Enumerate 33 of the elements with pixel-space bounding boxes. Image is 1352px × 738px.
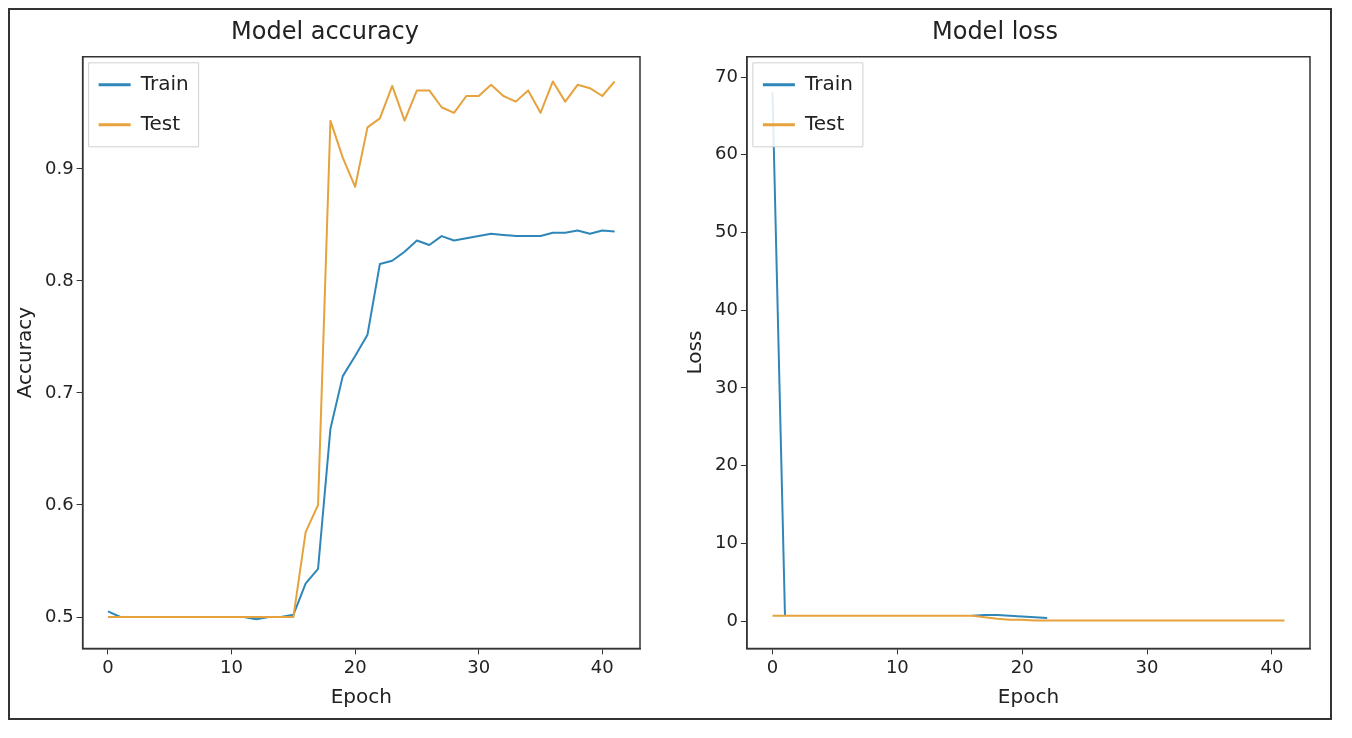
chart-title: Model accuracy [231,16,419,45]
x-tick-label: 0 [102,655,114,677]
x-tick-label: 40 [1260,655,1284,677]
x-tick-label: 0 [766,655,779,677]
y-tick-label: 40 [715,297,738,319]
y-tick-label: 20 [715,453,738,475]
legend-label: Train [803,71,853,95]
y-tick-label: 60 [715,142,738,164]
y-tick-label: 30 [715,375,738,397]
y-tick-label: 0.6 [44,492,74,514]
y-tick-label: 50 [715,220,738,242]
x-tick-label: 30 [467,655,491,677]
x-tick-label: 20 [343,655,367,677]
x-tick-label: 40 [590,655,614,677]
y-tick-label: 0.8 [44,268,74,290]
chart-title: Model loss [931,16,1059,45]
legend-label: Train [139,71,189,95]
x-axis-title: Epoch [330,684,392,709]
x-tick-label: 10 [885,655,909,677]
x-tick-label: 10 [220,655,243,677]
x-axis-title: Epoch [997,684,1060,709]
y-tick-label: 0.7 [44,380,74,402]
y-tick-label: 0.5 [44,604,74,626]
legend-label: Test [803,111,845,135]
y-tick-label: 10 [715,531,738,553]
y-tick-label: 0 [726,608,738,630]
y-tick-label: 70 [715,64,738,86]
x-tick-label: 30 [1135,655,1159,677]
legend-label: Test [139,111,181,135]
y-tick-label: 0.9 [44,156,74,178]
y-axis-title: Accuracy [12,306,37,399]
y-axis-title: Loss [682,330,707,375]
x-tick-label: 20 [1010,655,1034,677]
